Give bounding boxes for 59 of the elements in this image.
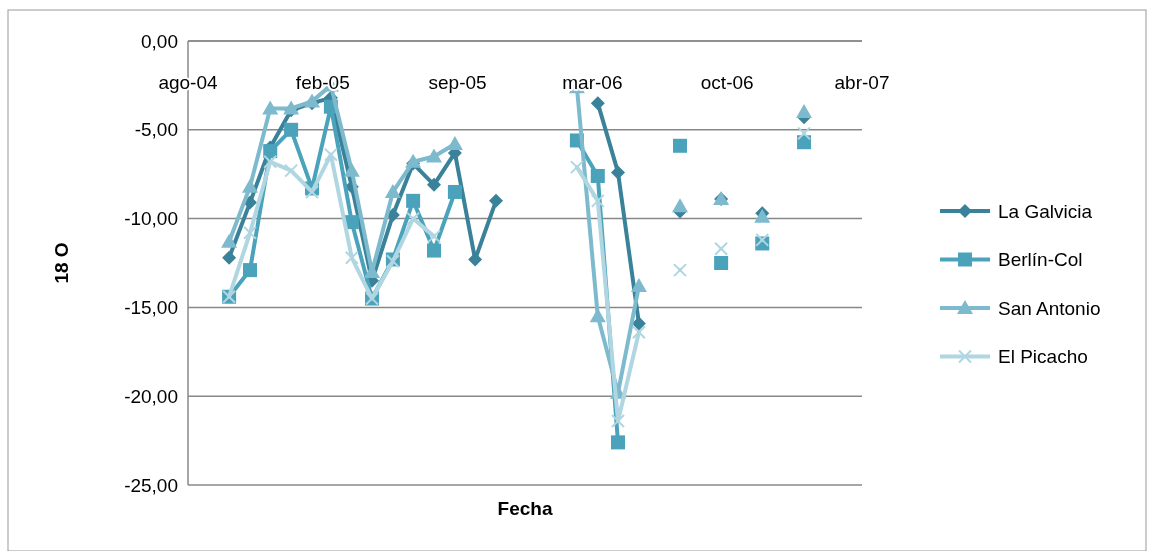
legend-label: La Galvicia [998, 200, 1093, 222]
point [447, 184, 462, 199]
y-tick-label: -10,00 [124, 208, 178, 230]
point [263, 154, 278, 169]
point [673, 263, 688, 278]
point [243, 225, 258, 240]
point [797, 126, 812, 141]
point [590, 193, 605, 208]
point [611, 435, 626, 450]
point [611, 414, 626, 429]
y-tick-label: -5,00 [134, 119, 178, 141]
point [323, 147, 338, 162]
point [262, 100, 279, 115]
y-axis-title: 18 O [51, 242, 72, 284]
point [221, 233, 238, 248]
point [426, 148, 443, 163]
point [284, 163, 299, 178]
legend-label: Berlín-Col [998, 249, 1083, 271]
x-axis-title: Fecha [497, 498, 553, 519]
point [427, 229, 442, 244]
point [406, 211, 421, 226]
x-tick-label: abr-07 [834, 72, 890, 93]
x-tick-label: sep-05 [428, 72, 487, 93]
legend-label: San Antonio [998, 297, 1101, 319]
x-tick-label: oct-06 [700, 72, 754, 93]
point [284, 122, 299, 137]
point [672, 198, 689, 213]
point [343, 162, 360, 177]
point [263, 144, 278, 159]
x-tick-label: feb-05 [295, 72, 350, 93]
point [489, 193, 504, 208]
point [242, 178, 259, 193]
x-tick-label: mar-06 [562, 72, 623, 93]
point [590, 168, 605, 183]
x-tick-label: ago-04 [158, 72, 219, 93]
point [755, 232, 770, 247]
point [243, 263, 258, 278]
y-tick-label: -25,00 [124, 474, 178, 496]
point [673, 138, 688, 153]
point [427, 177, 442, 192]
point [222, 250, 237, 265]
point [569, 160, 584, 175]
point [631, 316, 646, 331]
legend-label: El Picacho [998, 346, 1088, 368]
point [714, 256, 729, 270]
point [611, 165, 626, 180]
point [344, 250, 359, 265]
point [630, 278, 647, 293]
point [714, 241, 729, 256]
y-tick-label: -20,00 [124, 385, 178, 407]
y-tick-label: 0,00 [141, 30, 178, 52]
point [384, 183, 401, 198]
point [406, 193, 421, 208]
point [590, 96, 605, 111]
point [796, 104, 813, 119]
point [631, 325, 646, 340]
point [427, 243, 442, 258]
point [589, 308, 606, 323]
y-tick-label: -15,00 [124, 297, 178, 319]
